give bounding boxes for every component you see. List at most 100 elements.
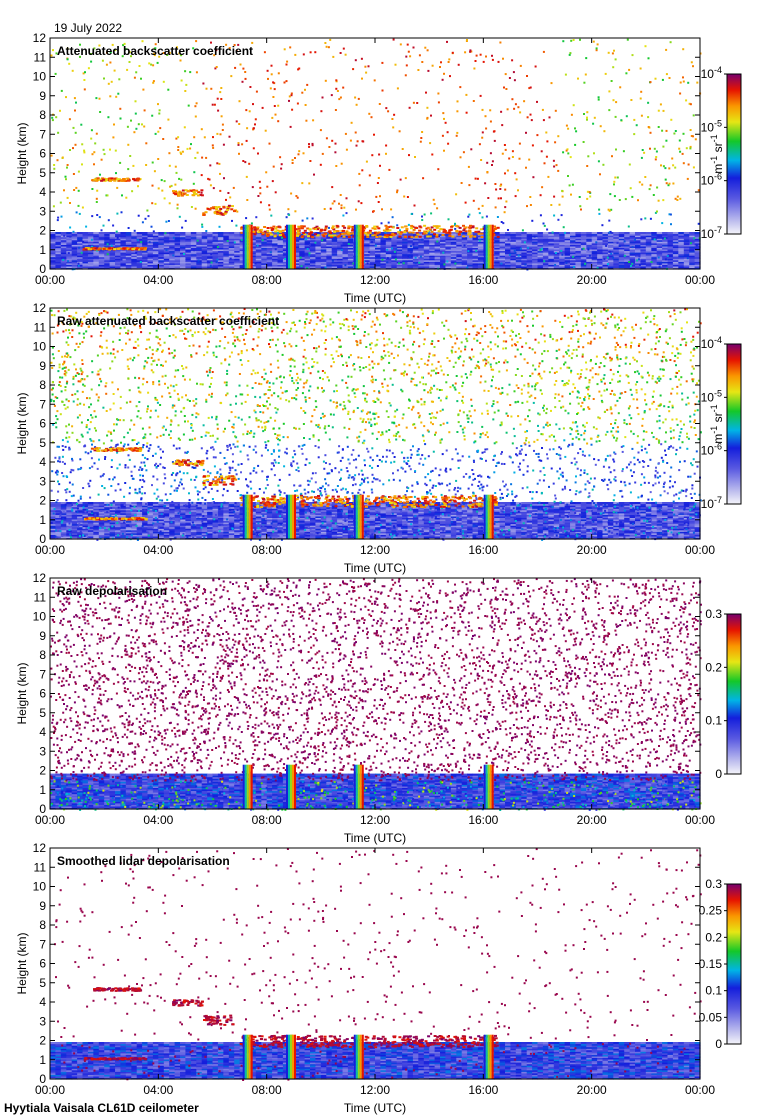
colorbar-units: m-1 sr-1 [709, 134, 725, 173]
y-tick-label: 8 [39, 378, 46, 392]
colorbar-tick-label: 10-5 [701, 118, 722, 134]
y-tick-label: 7 [39, 397, 46, 411]
colorbar-tick-label: 0.05 [699, 1010, 723, 1024]
y-tick-label: 10 [33, 610, 47, 624]
colorbar-tick-label: 0.3 [705, 607, 722, 621]
panel-title: Raw depolarisation [57, 584, 167, 598]
y-tick-label: 10 [33, 880, 47, 894]
x-tick-label: 08:00 [252, 273, 282, 287]
y-tick-label: 11 [34, 590, 47, 604]
x-tick-label: 00:00 [685, 1083, 715, 1097]
x-tick-label: 12:00 [360, 813, 390, 827]
x-tick-label: 04:00 [143, 543, 173, 557]
y-tick-label: 1 [39, 513, 46, 527]
x-tick-label: 20:00 [577, 273, 607, 287]
y-tick-label: 12 [33, 841, 47, 855]
colorbar-tick-label: 0.15 [699, 957, 723, 971]
y-tick-label: 3 [39, 204, 46, 218]
y-axis-label: Height (km) [15, 122, 29, 184]
y-tick-label: 1 [39, 783, 46, 797]
y-tick-label: 0 [39, 802, 46, 816]
x-tick-label: 04:00 [143, 813, 173, 827]
x-tick-label: 12:00 [360, 1083, 390, 1097]
heatmap-field [50, 308, 702, 541]
y-tick-label: 6 [39, 687, 46, 701]
y-axis-label: Height (km) [15, 662, 29, 724]
x-tick-label: 08:00 [252, 1083, 282, 1097]
y-tick-label: 3 [39, 474, 46, 488]
heatmap-field [50, 578, 702, 811]
y-tick-label: 12 [33, 31, 47, 45]
x-tick-label: 12:00 [360, 273, 390, 287]
x-tick-label: 08:00 [252, 813, 282, 827]
heatmap-field [50, 848, 702, 1081]
x-tick-label: 00:00 [685, 543, 715, 557]
y-tick-label: 2 [39, 494, 46, 508]
colorbar-tick-label: 10-4 [701, 335, 722, 351]
y-tick-label: 2 [39, 1034, 46, 1048]
y-tick-label: 5 [39, 976, 46, 990]
y-tick-label: 4 [39, 455, 46, 469]
x-tick-label: 16:00 [468, 273, 498, 287]
y-tick-label: 2 [39, 764, 46, 778]
y-tick-label: 10 [33, 70, 47, 84]
panel-title: Raw attenuated backscatter coefficient [57, 314, 279, 328]
y-axis-label: Height (km) [15, 392, 29, 454]
colorbar-tick-label: 0.1 [705, 714, 722, 728]
x-tick-label: 20:00 [577, 543, 607, 557]
colorbar-tick-label: 10-7 [701, 495, 722, 511]
colorbar-tick-label: 10-5 [701, 388, 722, 404]
y-tick-label: 11 [34, 50, 47, 64]
y-tick-label: 7 [39, 667, 46, 681]
y-tick-label: 5 [39, 166, 46, 180]
y-tick-label: 3 [39, 744, 46, 758]
footer-label: Hyytiala Vaisala CL61D ceilometer [4, 1101, 199, 1115]
y-tick-label: 4 [39, 725, 46, 739]
x-tick-label: 16:00 [468, 543, 498, 557]
colorbar-units: m-1 sr-1 [709, 404, 725, 443]
x-tick-label: 20:00 [577, 1083, 607, 1097]
x-axis-label: Time (UTC) [344, 1101, 406, 1115]
y-tick-label: 5 [39, 706, 46, 720]
colorbar-tick-label: 0 [715, 1037, 722, 1051]
y-tick-label: 12 [33, 571, 47, 585]
colorbar-tick-label: 0.2 [705, 660, 722, 674]
x-tick-label: 00:00 [35, 813, 65, 827]
y-tick-label: 3 [39, 1014, 46, 1028]
colorbar: 10-410-510-610-7m-1 sr-1 [701, 335, 742, 511]
y-tick-label: 1 [39, 243, 46, 257]
y-tick-label: 8 [39, 648, 46, 662]
y-tick-label: 5 [39, 436, 46, 450]
colorbar-tick-label: 0.1 [705, 984, 722, 998]
y-tick-label: 8 [39, 918, 46, 932]
y-tick-label: 11 [34, 860, 47, 874]
y-tick-label: 0 [39, 262, 46, 276]
y-tick-label: 9 [39, 899, 46, 913]
y-tick-label: 11 [34, 320, 47, 334]
heatmap-field [50, 38, 702, 271]
x-axis-label: Time (UTC) [344, 831, 406, 845]
y-tick-label: 9 [39, 89, 46, 103]
x-tick-label: 08:00 [252, 543, 282, 557]
x-tick-label: 00:00 [685, 273, 715, 287]
colorbar-tick-label: 10-7 [701, 225, 722, 241]
colorbar-tick-label: 0.2 [705, 930, 722, 944]
x-axis-label: Time (UTC) [344, 291, 406, 305]
y-tick-label: 9 [39, 359, 46, 373]
colorbar-tick-label: 0 [715, 767, 722, 781]
x-tick-label: 04:00 [143, 1083, 173, 1097]
x-tick-label: 16:00 [468, 813, 498, 827]
y-tick-label: 4 [39, 185, 46, 199]
date-label: 19 July 2022 [54, 21, 122, 35]
panel-title: Attenuated backscatter coefficient [57, 44, 253, 58]
y-tick-label: 1 [39, 1053, 46, 1067]
y-tick-label: 10 [33, 340, 47, 354]
y-tick-label: 7 [39, 937, 46, 951]
y-tick-label: 12 [33, 301, 47, 315]
y-tick-label: 8 [39, 108, 46, 122]
x-axis-label: Time (UTC) [344, 561, 406, 575]
